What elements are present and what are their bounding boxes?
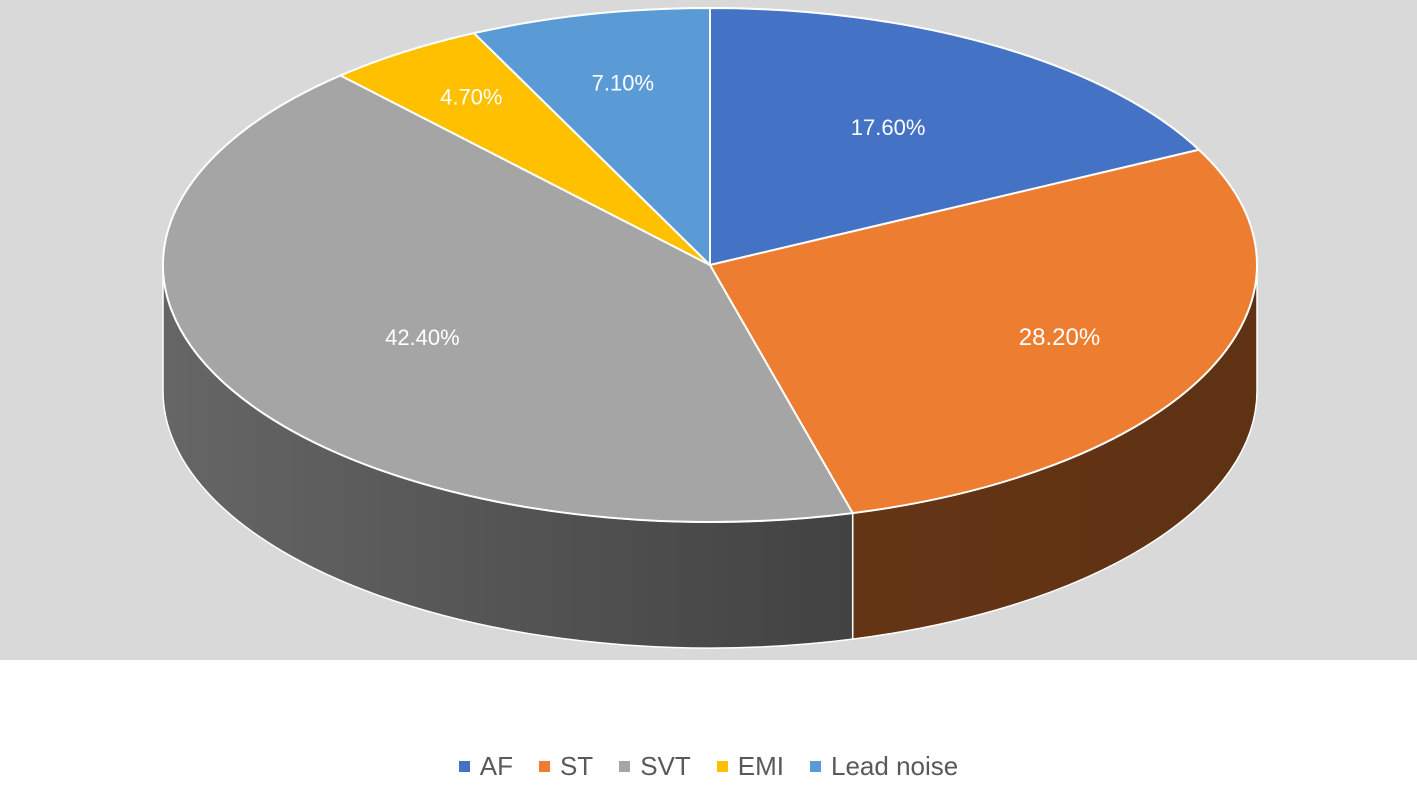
legend-label-st: ST bbox=[559, 750, 594, 781]
data-label-lead-noise: 7.10% bbox=[592, 70, 654, 95]
legend-label-af: AF bbox=[479, 750, 513, 781]
data-labels: 17.60% 28.20% 42.40% 4.70% 7.10% bbox=[385, 70, 1100, 351]
pie-top bbox=[162, 7, 1258, 523]
pie-slice-af[interactable] bbox=[709, 7, 1200, 266]
legend-item-svt[interactable]: SVT bbox=[619, 751, 691, 782]
legend-item-emi[interactable]: EMI bbox=[716, 750, 785, 782]
data-label-emi: 4.70% bbox=[440, 85, 502, 110]
legend-label-lead-noise: Lead noise bbox=[831, 750, 959, 781]
legend-swatch-af bbox=[458, 760, 470, 772]
data-label-svt: 42.40% bbox=[385, 325, 460, 350]
legend-item-lead-noise[interactable]: Lead noise bbox=[810, 751, 958, 782]
data-label-st: 28.20% bbox=[1019, 324, 1100, 351]
legend-swatch-st bbox=[538, 760, 550, 772]
legend-item-st[interactable]: ST bbox=[538, 750, 594, 782]
legend-label-svt: SVT bbox=[640, 750, 691, 781]
pie-slice-lead-noise[interactable] bbox=[472, 7, 711, 266]
legend-item-af[interactable]: AF bbox=[458, 750, 513, 782]
pie-slice-svt[interactable] bbox=[162, 74, 854, 523]
legend-swatch-emi bbox=[716, 760, 728, 772]
legend-label-emi: EMI bbox=[737, 750, 785, 781]
data-label-af: 17.60% bbox=[851, 115, 926, 140]
legend: AF ST SVT EMI Lead noise bbox=[0, 744, 1417, 788]
legend-swatch-svt bbox=[619, 760, 631, 772]
pie-slice-st[interactable] bbox=[709, 148, 1258, 515]
legend-swatch-lead-noise bbox=[810, 760, 822, 772]
pie-slice-emi[interactable] bbox=[339, 32, 711, 266]
